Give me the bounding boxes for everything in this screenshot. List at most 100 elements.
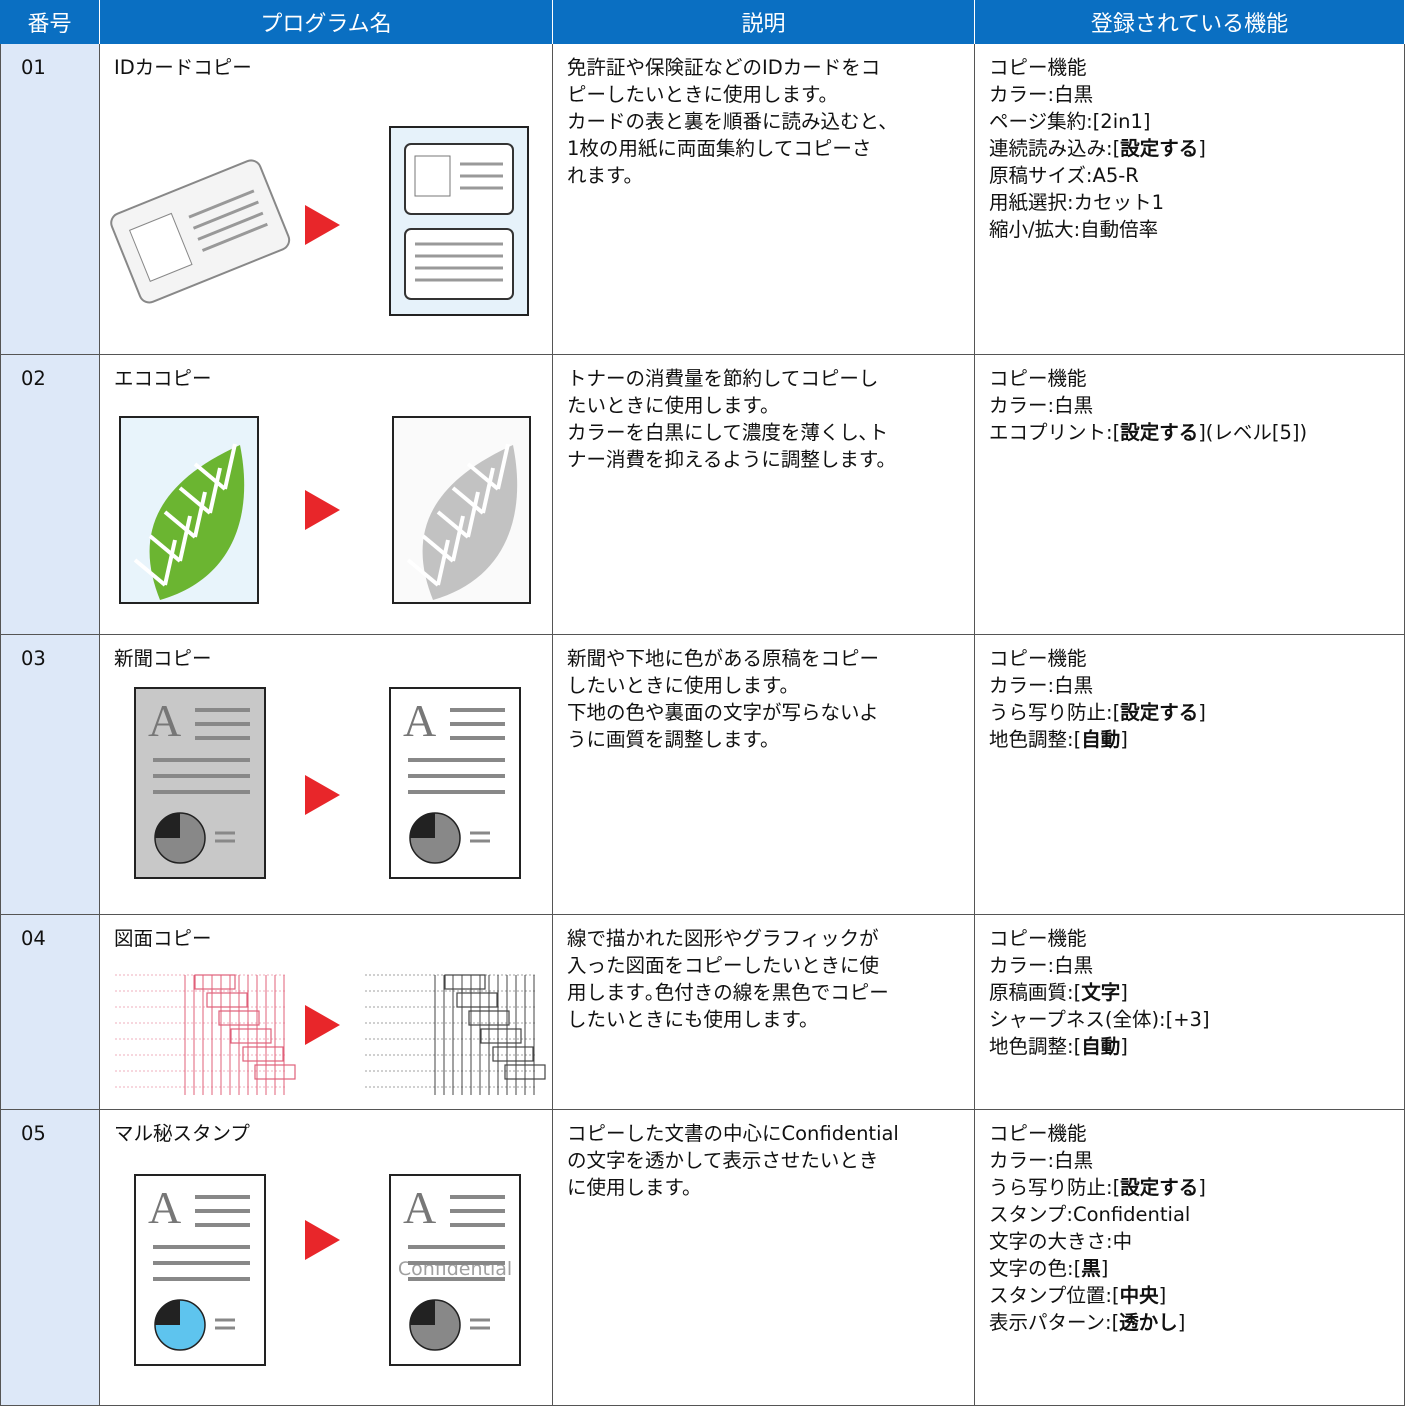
description-line: したいときにも使用します。	[567, 1008, 819, 1031]
feature-text: カラー:白黒	[989, 394, 1094, 417]
stamp-text: Confidential	[398, 1258, 512, 1280]
feature-text: 原稿画質:[	[989, 981, 1082, 1004]
vein	[451, 486, 485, 515]
feature-text: カラー:白黒	[989, 674, 1094, 697]
feature-line: スタンプ:Confidential	[989, 1201, 1390, 1228]
feature-text: ](レベル[5])	[1198, 421, 1308, 444]
part	[480, 1028, 522, 1044]
illustration	[110, 126, 529, 316]
feature-line: コピー機能	[989, 925, 1390, 952]
card-back	[404, 228, 514, 300]
feature-line: カラー:白黒	[989, 392, 1390, 419]
row-number: 05	[21, 1122, 46, 1145]
description-line: 下地の色や裏面の文字が写らないよ	[567, 701, 879, 724]
feature-text: コピー機能	[989, 56, 1087, 79]
feature-line: 表示パターン:[透かし]	[989, 1309, 1390, 1336]
table-cell: 04	[0, 915, 100, 1110]
vein	[466, 462, 500, 491]
feature-line: カラー:白黒	[989, 81, 1390, 108]
feature-line: コピー機能	[989, 1120, 1390, 1147]
feature-text: ]	[1120, 728, 1128, 751]
feature-text: ]	[1120, 981, 1128, 1004]
description-line: れます。	[567, 164, 644, 187]
row-number: 01	[21, 56, 46, 79]
arrow	[305, 1005, 340, 1045]
feature-line: 原稿画質:[文字]	[989, 979, 1390, 1006]
description-line: に使用します。	[567, 1176, 702, 1199]
feature-line: 文字の色:[黒]	[989, 1255, 1390, 1282]
feature-text: ]	[1100, 1257, 1109, 1280]
feature-text: カラー:白黒	[989, 954, 1094, 977]
pie-slice	[155, 813, 180, 838]
feature-text: 用紙選択:カセット1	[989, 191, 1164, 214]
header-cell: 番号	[0, 0, 100, 44]
vein	[208, 467, 222, 514]
arrow	[305, 1220, 340, 1260]
vein	[163, 539, 177, 586]
illustration	[115, 974, 546, 1095]
program-name: IDカードコピー	[114, 56, 252, 79]
feature-setting: 自動	[1081, 1035, 1121, 1058]
table-cell: コピーした文書の中心にConfidential の文字を透かして表示させたいときに…	[553, 1110, 975, 1406]
part	[206, 992, 248, 1008]
description-line: 免許証や保険証などのIDカードをコ	[567, 56, 881, 79]
table-cell: マル秘スタンプ A A Confidential	[100, 1110, 553, 1406]
feature-text: スタンプ位置:[	[989, 1284, 1120, 1307]
vein	[193, 462, 227, 491]
feature-setting: 透かし	[1119, 1311, 1178, 1334]
table-cell: 免許証や保険証などのIDカードをコ ピーしたいときに使用します。 カードの表と裏を順…	[553, 44, 975, 355]
header-cell: プログラム名	[100, 0, 553, 44]
vein	[436, 510, 470, 539]
feature-setting: 中央	[1119, 1284, 1159, 1307]
feature-line: うら写り防止:[設定する]	[989, 699, 1390, 726]
vein	[133, 558, 167, 587]
table-cell: 02	[0, 355, 100, 635]
feature-text: 連続読み込み:[	[989, 137, 1121, 160]
feature-text: ]	[1120, 1035, 1128, 1058]
feature-text: 地色調整:[	[989, 728, 1082, 751]
description-line: トナーの消費量を節約してコピーし	[567, 367, 879, 390]
feature-text: コピー機能	[989, 647, 1087, 670]
part	[242, 1046, 284, 1062]
feature-text: ページ集約:[2in1]	[989, 110, 1151, 133]
table-cell: コピー機能 カラー:白黒 うら写り防止:[設定する] スタンプ:Confidentia…	[975, 1110, 1405, 1406]
letter-a: A	[403, 1182, 436, 1233]
feature-text: シャープネス(全体):[+3]	[989, 1008, 1210, 1031]
arrow	[305, 205, 340, 245]
text-line	[192, 200, 259, 230]
table-cell: IDカードコピー	[100, 44, 553, 355]
table-cell: 図面コピー	[100, 915, 553, 1110]
table-cell: 線で描かれた図形やグラフィックが 入った図面をコピーしたいときに使 用します｡色付き…	[553, 915, 975, 1110]
letter-a: A	[403, 695, 436, 746]
feature-line: 文字の大きさ:中	[989, 1228, 1390, 1255]
description-line: の文字を透かして表示させたいとき	[567, 1149, 879, 1172]
feature-line: コピー機能	[989, 54, 1390, 81]
table-cell: 新聞や下地に色がある原稿をコピー したいときに使用します。 下地の色や裏面の文字が写…	[553, 635, 975, 915]
vein	[148, 534, 182, 563]
vein	[481, 467, 495, 514]
feature-text: 原稿サイズ:A5-R	[989, 164, 1139, 187]
program-name: 新聞コピー	[114, 647, 212, 670]
part	[254, 1064, 296, 1080]
feature-line: 連続読み込み:[設定する]	[989, 135, 1390, 162]
feature-text: うら写り防止:[	[989, 701, 1121, 724]
feature-line: コピー機能	[989, 645, 1390, 672]
feature-text: 文字の色:[	[989, 1257, 1082, 1280]
feature-text: ]	[1177, 1311, 1186, 1334]
part	[230, 1028, 272, 1044]
table-cell: コピー機能 カラー:白黒 原稿画質:[文字] シャープネス(全体):[+3] 地色調整:…	[975, 915, 1405, 1110]
description-line: 入った図面をコピーしたいときに使	[567, 954, 880, 977]
pie-slice	[410, 813, 435, 838]
feature-line: ページ集約:[2in1]	[989, 108, 1390, 135]
description-line: ナー消費を抑えるように調整します。	[567, 448, 896, 471]
header-cell: 登録されている機能	[975, 0, 1405, 44]
letter-a: A	[148, 695, 181, 746]
feature-setting: 設定する	[1120, 137, 1199, 160]
description-line: 新聞や下地に色がある原稿をコピー	[567, 647, 880, 670]
feature-line: カラー:白黒	[989, 952, 1390, 979]
description-line: たいときに使用します。	[567, 394, 780, 417]
description-line: 1枚の用紙に両面集約してコピーさ	[567, 137, 872, 160]
feature-line: 用紙選択:カセット1	[989, 189, 1390, 216]
